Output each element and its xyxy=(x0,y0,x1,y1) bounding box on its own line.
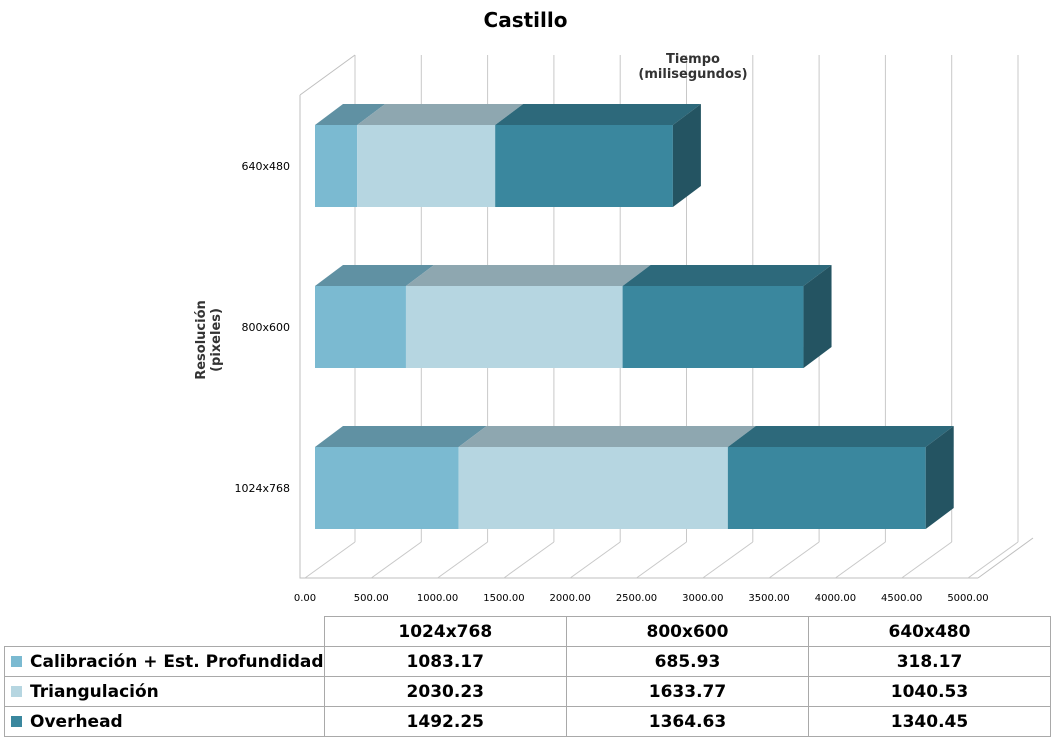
bar-top xyxy=(458,426,756,447)
gridline-floor xyxy=(569,541,621,579)
x-tick-label: 3500.00 xyxy=(748,593,789,604)
table-corner xyxy=(5,617,325,647)
table-value-cell: 1633.77 xyxy=(565,676,809,707)
table-header-cell: 640x480 xyxy=(807,616,1051,647)
table-value-cell: 1492.25 xyxy=(323,706,567,737)
legend-swatch xyxy=(11,685,22,697)
bar-top xyxy=(315,265,434,286)
x-tick-label: 0.00 xyxy=(294,593,316,604)
bar-front xyxy=(727,447,926,529)
bar-side xyxy=(803,265,832,368)
bar-top xyxy=(315,426,487,447)
bar-front xyxy=(315,125,358,207)
legend-swatch xyxy=(11,655,22,667)
legend-label: Overhead xyxy=(30,711,123,732)
bar-front xyxy=(495,125,673,207)
table-header-cell: 800x600 xyxy=(565,616,809,647)
table-row: Overhead 1492.25 1364.63 1340.45 xyxy=(4,706,1051,737)
gridline-floor xyxy=(371,541,422,579)
bar-chart: 0.00 500.00 1000.00 1500.00 2000.00 2500.00 30… xyxy=(194,52,1034,604)
bar-top xyxy=(495,104,701,125)
table-value-cell: 2030.23 xyxy=(323,676,567,707)
y-axis-title: Resolución xyxy=(194,300,209,380)
gridline-floor xyxy=(437,541,488,579)
table-header-row: 1024x768 800x600 640x480 xyxy=(5,616,1051,647)
x-tick-label: 4500.00 xyxy=(881,593,922,604)
table-row: Calibración + Est. Profundidad 1083.17 685… xyxy=(4,646,1051,677)
wall-edge-top xyxy=(299,54,356,96)
x-tick-label: 500.00 xyxy=(354,593,389,604)
bar-top xyxy=(622,265,832,286)
x-tick-label: 5000.00 xyxy=(947,593,988,604)
gridline-floor xyxy=(835,541,886,579)
gridline-floor xyxy=(768,541,820,579)
table-row: Triangulación 2030.23 1633.77 1040.53 xyxy=(4,676,1051,707)
gridline-floor xyxy=(702,541,754,579)
data-table: 1024x768 800x600 640x480 Calibración + Est.… xyxy=(4,616,1051,737)
x-tick-label: 3000.00 xyxy=(682,593,723,604)
gridline-floor xyxy=(503,541,555,579)
table-value-cell: 685.93 xyxy=(565,646,809,677)
bar-top xyxy=(357,104,524,125)
bar-front xyxy=(315,286,406,368)
legend-label: Calibración + Est. Profundidad xyxy=(30,651,324,672)
legend-label: Triangulación xyxy=(30,681,159,702)
x-axis-title: (milisegundos) xyxy=(638,67,747,82)
bar-front xyxy=(458,447,728,529)
axis-frame xyxy=(299,95,978,579)
bar-top xyxy=(727,426,954,447)
x-tick-label: 2000.00 xyxy=(550,593,591,604)
series-name-cell: Overhead xyxy=(4,706,325,737)
chart-title: Castillo xyxy=(483,8,568,32)
y-axis-title: (pixeles) xyxy=(209,308,224,372)
x-axis-title: Tiempo xyxy=(666,52,720,67)
bar-side xyxy=(672,104,701,207)
bar-front xyxy=(357,125,496,207)
gridline-floor xyxy=(636,541,687,579)
bar-side xyxy=(925,426,954,529)
bar-top xyxy=(405,265,651,286)
table-value-cell: 318.17 xyxy=(807,646,1051,677)
category-label: 800x600 xyxy=(241,321,290,334)
bar-front xyxy=(405,286,623,368)
floor-edge-right xyxy=(977,537,1034,579)
table-value-cell: 1083.17 xyxy=(323,646,567,677)
gridline-floor xyxy=(967,541,1019,579)
bar-front xyxy=(315,447,459,529)
legend-swatch xyxy=(11,715,22,727)
series-name-cell: Calibración + Est. Profundidad xyxy=(4,646,325,677)
series-name-cell: Triangulación xyxy=(4,676,325,707)
table-value-cell: 1364.63 xyxy=(565,706,809,737)
gridline-floor xyxy=(304,541,356,579)
x-tick-label: 1500.00 xyxy=(483,593,524,604)
x-tick-label: 4000.00 xyxy=(815,593,856,604)
table-value-cell: 1340.45 xyxy=(807,706,1051,737)
x-tick-label: 1000.00 xyxy=(417,593,458,604)
bar-top xyxy=(315,104,386,125)
table-value-cell: 1040.53 xyxy=(807,676,1051,707)
bar-front xyxy=(622,286,804,368)
x-tick-label: 2500.00 xyxy=(616,593,657,604)
category-label: 640x480 xyxy=(241,160,290,173)
table-header-cell: 1024x768 xyxy=(323,616,567,647)
gridline-floor xyxy=(901,541,952,579)
category-label: 1024x768 xyxy=(235,482,291,495)
